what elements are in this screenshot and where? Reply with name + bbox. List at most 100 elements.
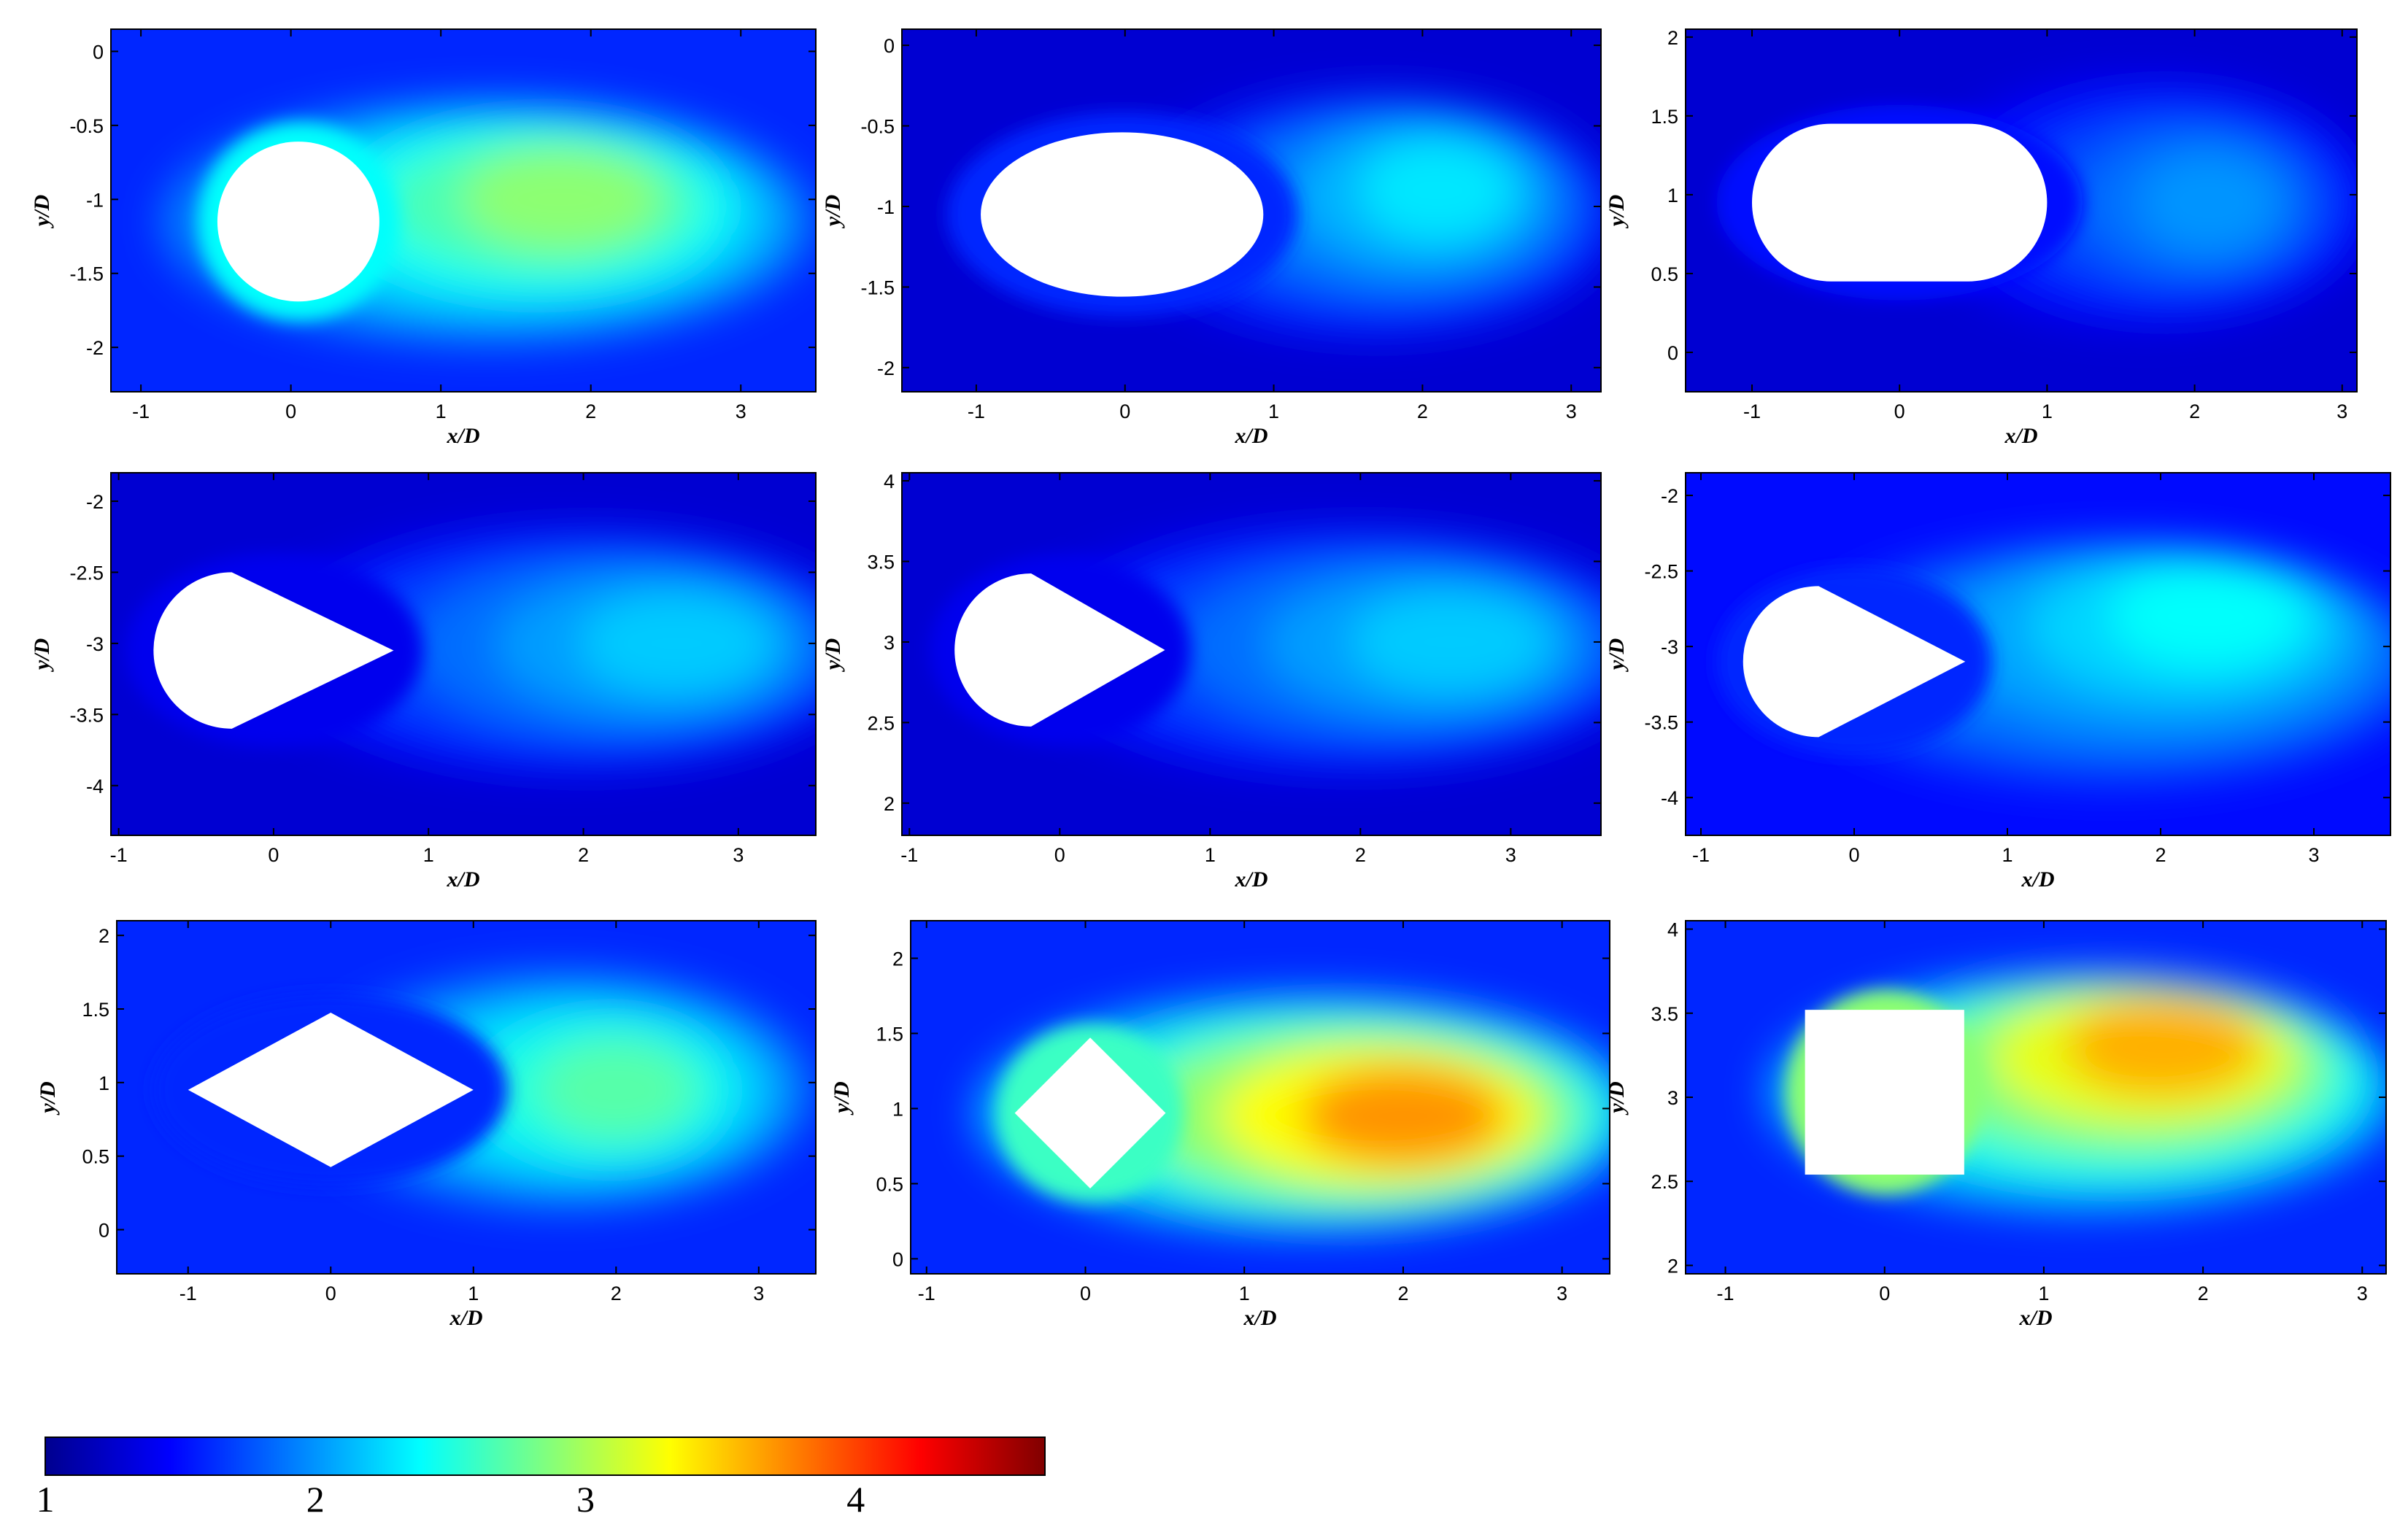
x-tick-label: 0 bbox=[285, 401, 296, 422]
wake-level bbox=[1350, 591, 1551, 693]
x-tick-label: 3 bbox=[2336, 401, 2347, 422]
body-teardrop bbox=[1743, 586, 1966, 738]
x-tick-label: 2 bbox=[585, 401, 596, 422]
contour-field bbox=[902, 473, 1601, 835]
x-axis-label: x/D bbox=[1235, 424, 1268, 448]
y-tick-label: 2 bbox=[99, 925, 109, 947]
y-tick-label: 4 bbox=[884, 471, 895, 492]
x-tick-label: 0 bbox=[1119, 401, 1130, 422]
y-tick-label: -1.5 bbox=[860, 277, 895, 298]
x-tick-label: -1 bbox=[132, 401, 150, 422]
y-tick-label: 2 bbox=[1667, 1255, 1678, 1277]
colorbar-tick-label: 3 bbox=[576, 1479, 595, 1520]
y-tick-label: 0 bbox=[99, 1220, 109, 1242]
colorbar-tick-label: 1 bbox=[36, 1479, 55, 1520]
y-tick-label: 0 bbox=[892, 1248, 903, 1270]
y-tick-label: -1 bbox=[877, 196, 895, 218]
x-tick-label: 1 bbox=[1239, 1283, 1250, 1304]
x-tick-label: 3 bbox=[736, 401, 746, 422]
x-tick-label: -1 bbox=[1717, 1283, 1734, 1304]
x-tick-label: -1 bbox=[1743, 401, 1761, 422]
panel-8: -1 0 1 2 3 2 1.5 1 0.5 0 x/D y/D bbox=[830, 920, 1610, 1330]
contour-field bbox=[1686, 29, 2357, 392]
y-tick-label: -2 bbox=[86, 491, 104, 513]
y-tick-label: -3 bbox=[1661, 636, 1678, 658]
y-tick-label: 1 bbox=[99, 1072, 109, 1094]
wake-level bbox=[2066, 997, 2261, 1097]
panel-9: -1 0 1 2 3 4 3.5 3 2.5 2 x/D y/D bbox=[1605, 919, 2387, 1330]
y-axis-label: y/D bbox=[36, 1081, 60, 1115]
panel-4: -1 0 1 2 3 -2 -2.5 -3 -3.5 -4 x/D y/D bbox=[30, 472, 817, 892]
axes-frame bbox=[116, 920, 817, 1275]
y-tick-label: 2 bbox=[1667, 27, 1678, 49]
y-tick-label: -4 bbox=[1661, 787, 1678, 809]
wake-levels bbox=[247, 527, 816, 774]
y-tick-label: 3.5 bbox=[1651, 1003, 1678, 1025]
x-axis-label: x/D bbox=[1243, 1306, 1277, 1330]
x-tick-label: 3 bbox=[1566, 401, 1577, 422]
axes-frame bbox=[1685, 472, 2391, 836]
y-tick-label: -2.5 bbox=[1644, 561, 1678, 583]
x-tick-label: 2 bbox=[611, 1283, 622, 1304]
x-tick-label: 2 bbox=[1355, 844, 1366, 866]
x-tick-label: 0 bbox=[268, 844, 279, 866]
y-axis-label: y/D bbox=[1605, 1081, 1629, 1115]
wake-level bbox=[579, 592, 773, 695]
y-tick-label: -2 bbox=[877, 357, 895, 379]
x-tick-label: -1 bbox=[1692, 844, 1710, 866]
wake-level bbox=[537, 1040, 695, 1140]
y-tick-label: -0.5 bbox=[69, 115, 104, 137]
y-tick-label: 3.5 bbox=[867, 551, 895, 573]
axes-frame bbox=[110, 28, 817, 393]
contour-field bbox=[911, 921, 1610, 1274]
x-tick-label: 1 bbox=[1268, 401, 1279, 422]
x-tick-label: 2 bbox=[2189, 401, 2200, 422]
y-tick-label: -3 bbox=[86, 633, 104, 655]
x-tick-label: 1 bbox=[423, 844, 434, 866]
y-tick-label: 4 bbox=[1667, 919, 1678, 941]
y-tick-label: 0.5 bbox=[876, 1173, 903, 1195]
body-teardrop bbox=[153, 572, 394, 729]
x-tick-label: 3 bbox=[2308, 844, 2319, 866]
x-tick-label: 2 bbox=[578, 844, 589, 866]
y-axis-label: y/D bbox=[821, 195, 845, 228]
y-tick-label: 2.5 bbox=[867, 712, 895, 734]
x-tick-label: 3 bbox=[1505, 844, 1516, 866]
colorbar-tick-label: 2 bbox=[306, 1479, 325, 1520]
axes-frame bbox=[110, 472, 817, 836]
y-tick-label: 1 bbox=[892, 1098, 903, 1120]
y-axis-label: y/D bbox=[1605, 195, 1629, 228]
x-axis-label: x/D bbox=[2004, 424, 2038, 448]
x-tick-label: 1 bbox=[1205, 844, 1216, 866]
contour-field bbox=[111, 29, 816, 392]
contour-field bbox=[902, 29, 1601, 392]
y-tick-label: 2 bbox=[892, 948, 903, 970]
x-tick-label: 0 bbox=[1879, 1283, 1890, 1304]
y-tick-label: -4 bbox=[86, 776, 104, 797]
body-square bbox=[1805, 1010, 1964, 1175]
wake-level bbox=[2138, 152, 2281, 254]
x-axis-label: x/D bbox=[1235, 867, 1268, 892]
colorbar-tick-label: 4 bbox=[846, 1479, 865, 1520]
contour-field bbox=[1686, 473, 2390, 835]
x-tick-label: -1 bbox=[180, 1283, 197, 1304]
contour-field bbox=[111, 473, 816, 835]
y-tick-label: 3 bbox=[1667, 1087, 1678, 1109]
wake-level bbox=[1359, 139, 1516, 241]
axes-frame bbox=[1685, 28, 2358, 393]
x-tick-label: 0 bbox=[325, 1283, 336, 1304]
y-tick-label: 0 bbox=[93, 41, 104, 63]
x-tick-label: 0 bbox=[1054, 844, 1065, 866]
x-tick-label: 2 bbox=[2198, 1283, 2209, 1304]
x-tick-label: 2 bbox=[1417, 401, 1428, 422]
y-tick-label: -1 bbox=[86, 189, 104, 211]
body-tilted-square bbox=[1014, 1037, 1166, 1189]
panel-6: -1 0 1 2 3 -2 -2.5 -3 -3.5 -4 x/D y/D bbox=[1605, 472, 2391, 892]
y-tick-label: 1.5 bbox=[82, 999, 109, 1021]
x-tick-label: -1 bbox=[110, 844, 128, 866]
x-axis-label: x/D bbox=[447, 867, 480, 892]
axes-frame bbox=[910, 920, 1610, 1275]
panel-3: -1 0 1 2 3 2 1.5 1 0.5 0 x/D y/D bbox=[1605, 27, 2358, 448]
colorbar: 1 2 3 4 bbox=[36, 1437, 1046, 1520]
